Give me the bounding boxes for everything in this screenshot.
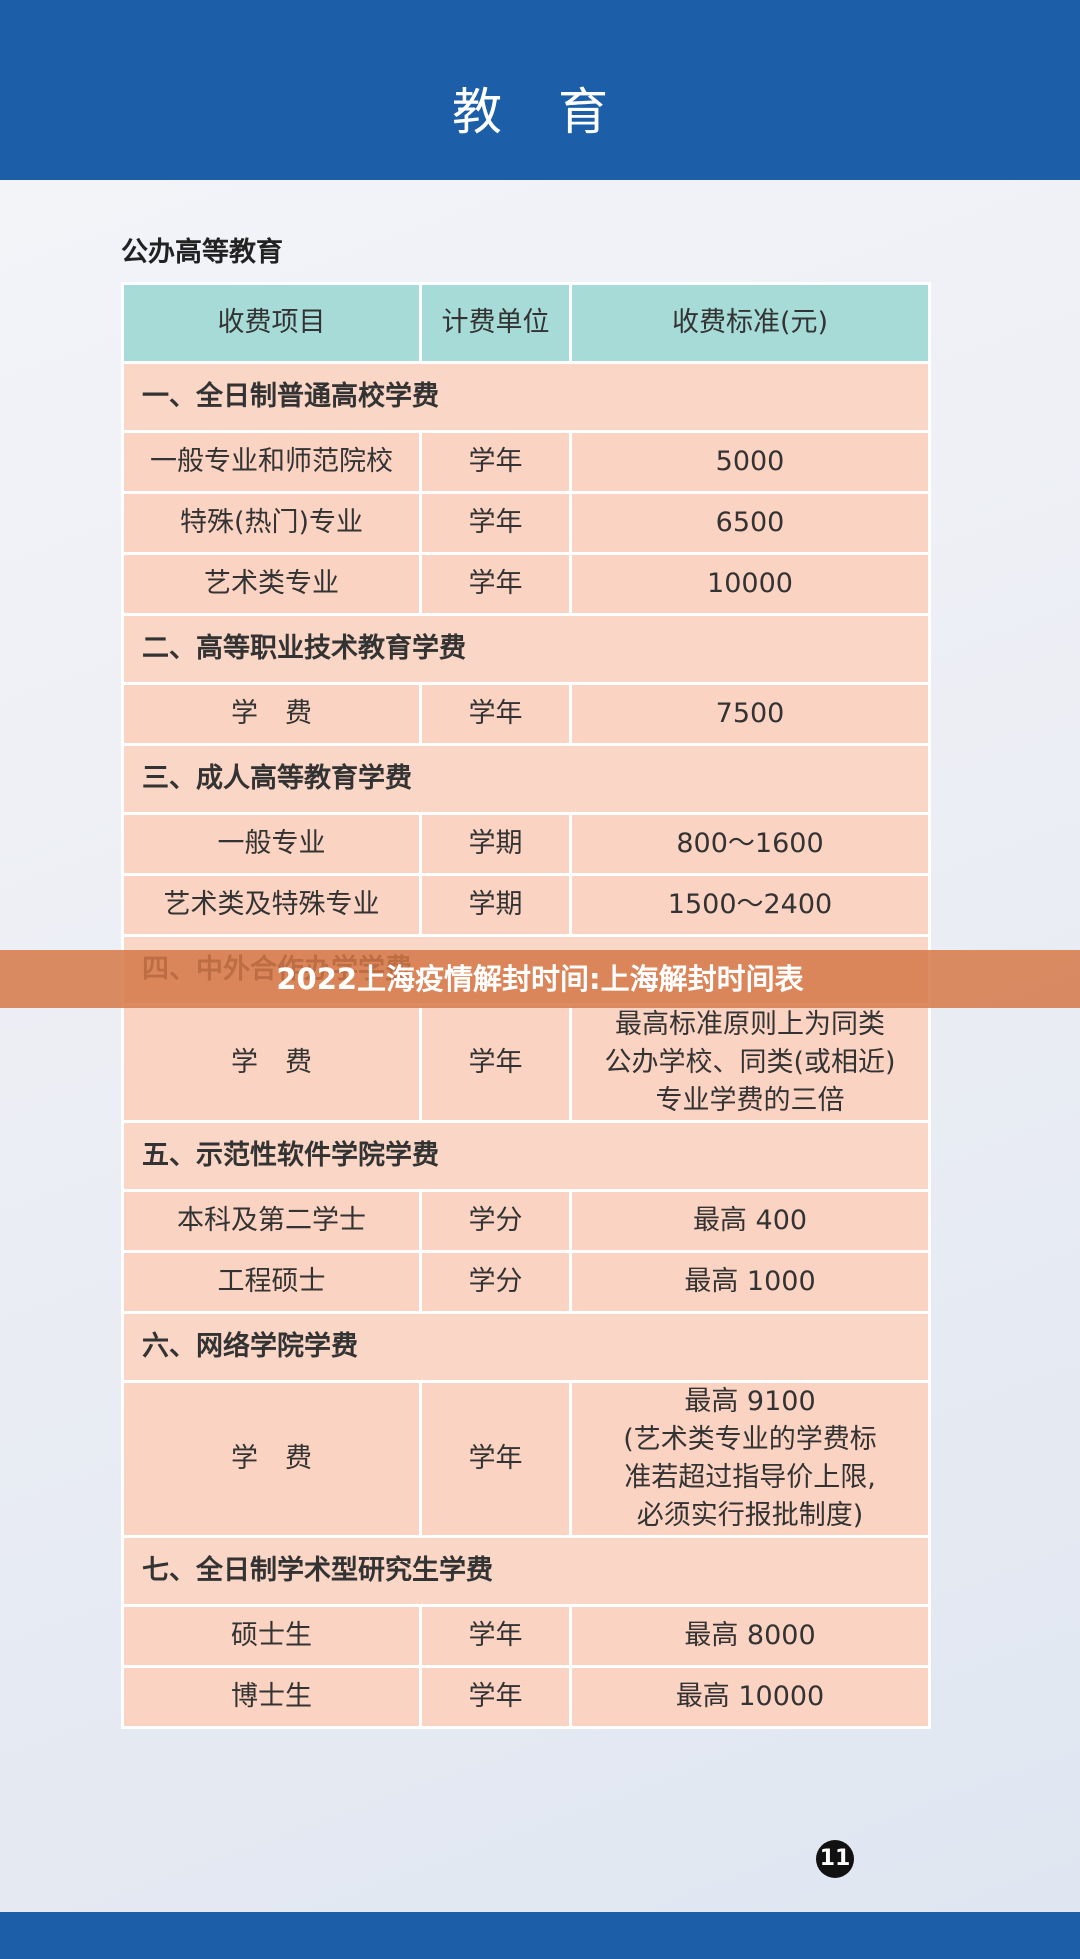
- cell-line: 专业学费的三倍: [655, 1085, 845, 1116]
- table-row: 一般专业 学期 800～1600: [121, 812, 931, 876]
- table-cell: 学年: [419, 1665, 572, 1729]
- table-row: 本科及第二学士 学分 最高 400: [121, 1189, 931, 1253]
- table-row: 硕士生 学年 最高 8000: [121, 1604, 931, 1668]
- table-cell: 艺术类专业: [121, 552, 422, 616]
- cell-line: (艺术类专业的学费标: [623, 1424, 877, 1455]
- table-cell: 工程硕士: [121, 1250, 422, 1314]
- table-cell: 学 费: [121, 1003, 422, 1123]
- cell-line: 最高标准原则上为同类: [615, 1009, 885, 1040]
- group-title: 三、成人高等教育学费: [121, 743, 931, 815]
- table-cell: 最高 1000: [569, 1250, 931, 1314]
- table-cell: 一般专业: [121, 812, 422, 876]
- table-row: 学 费学年 7500: [121, 682, 931, 746]
- table-row: 学 费学年 最高 9100 (艺术类专业的学费标 准若超过指导价上限, 必须实行报批制度…: [121, 1380, 931, 1538]
- group-row: 七、全日制学术型研究生学费: [121, 1535, 931, 1607]
- table-row: 博士生 学年 最高 10000: [121, 1665, 931, 1729]
- group-title: 二、高等职业技术教育学费: [121, 613, 931, 685]
- footer-band: [0, 1912, 1080, 1959]
- column-header: 收费项目: [121, 282, 422, 364]
- group-row: 一、全日制普通高校学费: [121, 361, 931, 433]
- table-cell: 最高 8000: [569, 1604, 931, 1668]
- table-cell: 6500: [569, 491, 931, 555]
- table-cell: 最高 9100 (艺术类专业的学费标 准若超过指导价上限, 必须实行报批制度): [569, 1380, 931, 1538]
- cell-line: 公办学校、同类(或相近): [604, 1047, 896, 1078]
- header: 教 育: [0, 0, 1080, 180]
- page-number: 11: [816, 1840, 854, 1878]
- table-cell: 学期: [419, 873, 572, 937]
- header-row: 收费项目 计费单位 收费标准(元): [121, 282, 931, 364]
- table-row: 艺术类专业 学年 10000: [121, 552, 931, 616]
- group-title: 七、全日制学术型研究生学费: [121, 1535, 931, 1607]
- table-cell: 学分: [419, 1250, 572, 1314]
- table-cell: 学分: [419, 1189, 572, 1253]
- table-cell: 学年: [419, 1380, 572, 1538]
- table-cell: 7500: [569, 682, 931, 746]
- table-cell: 800～1600: [569, 812, 931, 876]
- table-row: 一般专业和师范院校 学年 5000: [121, 430, 931, 494]
- group-row: 六、网络学院学费: [121, 1311, 931, 1383]
- cell-line: 最高 9100: [684, 1386, 816, 1417]
- table-row: 学 费学年 最高标准原则上为同类 公办学校、同类(或相近) 专业学费的三倍: [121, 1003, 931, 1123]
- table-cell: 艺术类及特殊专业: [121, 873, 422, 937]
- header-title: 教 育: [452, 83, 628, 141]
- column-header: 计费单位: [419, 282, 572, 364]
- table-cell: 学年: [419, 552, 572, 616]
- table-cell: 最高 10000: [569, 1665, 931, 1729]
- group-title: 五、示范性软件学院学费: [121, 1120, 931, 1192]
- cell-line: 准若超过指导价上限,: [624, 1462, 876, 1493]
- banner: 2022上海疫情解封时间:上海解封时间表: [0, 950, 1080, 1008]
- group-title: 一、全日制普通高校学费: [121, 361, 931, 433]
- table-cell: 学年: [419, 430, 572, 494]
- group-row: 三、成人高等教育学费: [121, 743, 931, 815]
- section-title: 公办高等教育: [121, 237, 283, 268]
- table-cell: 硕士生: [121, 1604, 422, 1668]
- group-title: 六、网络学院学费: [121, 1311, 931, 1383]
- table-cell: 学年: [419, 491, 572, 555]
- table-cell: 5000: [569, 430, 931, 494]
- table-cell: 学期: [419, 812, 572, 876]
- table-cell: 本科及第二学士: [121, 1189, 422, 1253]
- table-cell: 博士生: [121, 1665, 422, 1729]
- table-cell: 学年: [419, 1003, 572, 1123]
- table-cell: 学 费: [121, 682, 422, 746]
- column-header: 收费标准(元): [569, 282, 931, 364]
- table-cell: 学年: [419, 682, 572, 746]
- table-cell: 最高标准原则上为同类 公办学校、同类(或相近) 专业学费的三倍: [569, 1003, 931, 1123]
- group-row: 二、高等职业技术教育学费: [121, 613, 931, 685]
- table-cell: 学年: [419, 1604, 572, 1668]
- table-cell: 一般专业和师范院校: [121, 430, 422, 494]
- table-cell: 10000: [569, 552, 931, 616]
- table-row: 艺术类及特殊专业 学期 1500～2400: [121, 873, 931, 937]
- cell-line: 必须实行报批制度): [636, 1500, 864, 1531]
- table-row: 特殊(热门)专业 学年 6500: [121, 491, 931, 555]
- table-cell: 最高 400: [569, 1189, 931, 1253]
- group-row: 五、示范性软件学院学费: [121, 1120, 931, 1192]
- table-row: 工程硕士 学分 最高 1000: [121, 1250, 931, 1314]
- table-cell: 特殊(热门)专业: [121, 491, 422, 555]
- table-cell: 1500～2400: [569, 873, 931, 937]
- table-cell: 学 费: [121, 1380, 422, 1538]
